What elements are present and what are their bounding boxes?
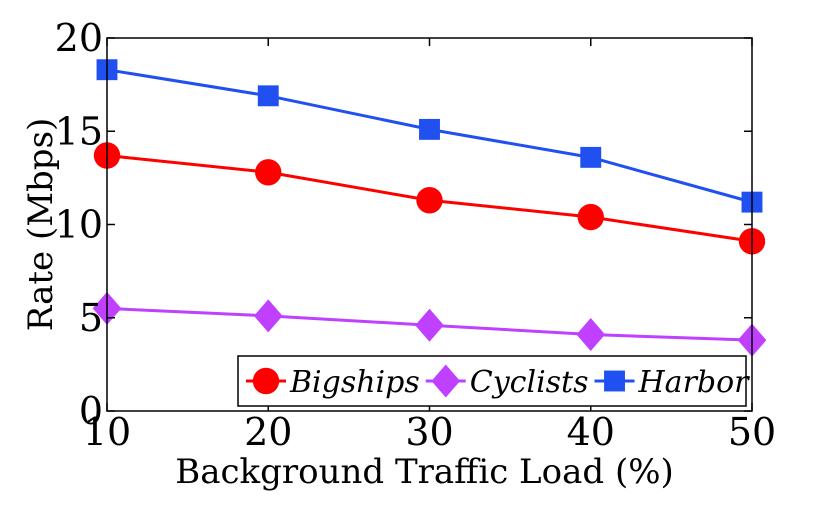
x-axis-title: Background Traffic Load (%) [175,452,674,492]
series-bigships [93,142,766,255]
y-tick-label: 0 [79,389,103,433]
legend-marker-cyclists [431,364,461,398]
y-tick-label: 15 [55,109,103,153]
y-axis-title: Rate (Mbps) [21,118,61,332]
data-point-harbor [257,85,279,107]
series-cyclists [92,291,767,357]
data-point-bigships [255,159,282,186]
data-point-cyclists [415,308,444,342]
data-point-harbor [419,118,440,140]
y-tick-label: 20 [55,16,103,60]
data-point-cyclists [253,299,283,333]
legend-label-harbor: Harbor [638,365,751,400]
y-tick-label: 5 [79,296,103,340]
x-tick-label: 30 [405,410,453,454]
x-tick-label: 20 [244,410,292,454]
data-point-cyclists [576,318,606,352]
ticks-layer: 10 20 30 40 50 0 5 10 15 20 [55,16,777,454]
x-tick-label: 40 [567,410,615,454]
legend-item-bigships: Bigships [246,365,420,400]
x-tick-label: 10 [83,410,131,454]
legend: Bigships Cyclists Harbor [237,355,751,407]
legend-item-harbor: Harbor [594,365,751,400]
x-tick-label: 50 [728,410,776,454]
legend-items: Bigships Cyclists Harbor [246,364,751,400]
legend-label-bigships: Bigships [289,365,420,400]
data-point-harbor [580,146,602,168]
data-point-bigships [577,203,604,231]
series-layer [92,59,767,357]
legend-box [237,355,747,407]
plot-frame [106,37,753,412]
data-point-bigships [416,187,443,214]
legend-marker-harbor [604,370,625,392]
legend-marker-bigships [252,367,280,395]
series-harbor [96,59,763,213]
legend-item-cyclists: Cyclists [425,364,589,400]
y-tick-label: 10 [55,203,103,247]
legend-label-cyclists: Cyclists [470,365,589,400]
